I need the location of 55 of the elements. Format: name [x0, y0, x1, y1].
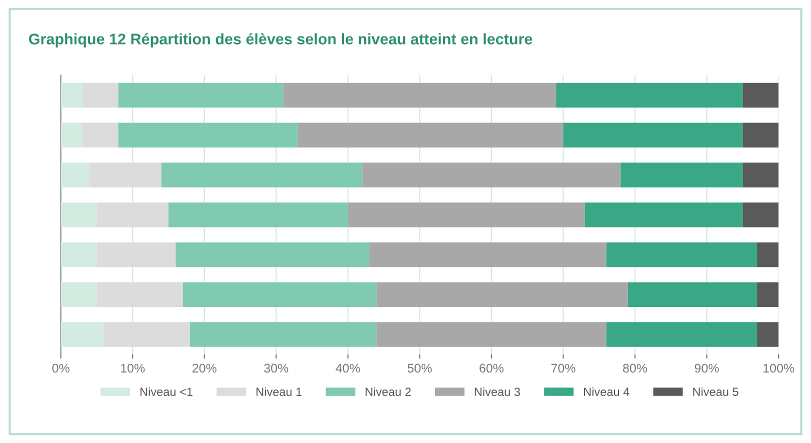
bar [628, 282, 758, 307]
x-tick-label: 40% [336, 364, 360, 373]
bar [60, 202, 97, 228]
chart-title: Graphique 12 Répartition des élèves selon le niveau atteint en lecture [29, 33, 532, 48]
bar [606, 322, 758, 347]
bar [620, 162, 743, 188]
bar [60, 82, 82, 108]
legend-label: Niveau 5 [693, 387, 738, 396]
bar [60, 242, 97, 268]
bar [118, 82, 284, 108]
bar [283, 82, 556, 108]
legend-label: Niveau 1 [256, 387, 302, 396]
x-tick-label: 80% [623, 364, 648, 373]
bar [298, 122, 564, 148]
x-tick-label: 30% [264, 364, 288, 373]
x-tick-label: 90% [694, 364, 719, 373]
legend-label: Niveau 3 [474, 387, 520, 396]
bar [376, 282, 628, 307]
bar [118, 122, 298, 148]
bar [742, 162, 779, 188]
bar [606, 242, 758, 268]
x-tick-label: 70% [551, 364, 576, 373]
x-tick-label: 100% [764, 364, 794, 373]
bar [176, 242, 370, 268]
bar [168, 202, 348, 228]
bar [584, 202, 743, 228]
bar [161, 162, 362, 188]
legend-label: Niveau <1 [140, 387, 192, 396]
legend-label: Niveau 4 [584, 387, 630, 396]
bar [182, 282, 377, 307]
x-tick-label: 10% [121, 364, 145, 373]
bar [757, 282, 779, 307]
bar [563, 122, 743, 148]
bar [757, 322, 779, 347]
bar [82, 82, 118, 108]
bar [742, 122, 779, 148]
bar [376, 322, 606, 347]
bar [742, 82, 779, 108]
bar [60, 282, 97, 307]
bar [82, 122, 118, 148]
bar [60, 322, 104, 347]
bar [556, 82, 743, 108]
bar [742, 202, 779, 228]
x-tick-label: 50% [408, 364, 432, 373]
bar [348, 202, 585, 228]
bar [362, 162, 621, 188]
x-tick-label: 20% [192, 364, 216, 373]
bar [190, 322, 377, 347]
bar [757, 242, 779, 268]
x-tick-label: 0% [52, 364, 70, 373]
bar [60, 122, 82, 148]
bar [369, 242, 606, 268]
x-tick-label: 60% [480, 364, 504, 373]
legend-label: Niveau 2 [366, 387, 411, 396]
bar [60, 162, 90, 188]
